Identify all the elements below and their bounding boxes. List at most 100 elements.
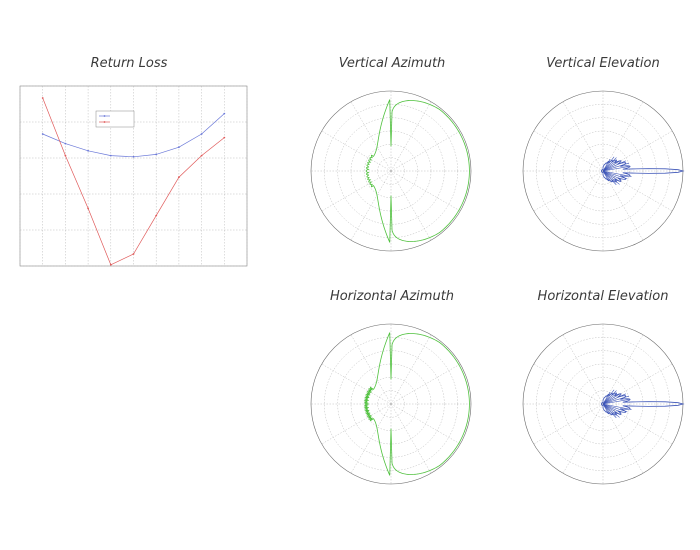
- polar-spoke: [350, 101, 392, 172]
- sidelobe-spike: [602, 403, 620, 418]
- polar-spoke: [321, 170, 392, 212]
- sidelobe-spike: [602, 160, 617, 172]
- sidelobe-spike: [602, 170, 622, 180]
- sidelobe-spike: [602, 390, 617, 405]
- data-point-port1: [223, 112, 226, 115]
- polar-spoke: [350, 334, 392, 405]
- pattern-trace: [601, 392, 685, 416]
- data-point-port1: [200, 133, 203, 135]
- polar-ring: [549, 117, 657, 225]
- polar-spoke: [602, 170, 673, 212]
- polar-spoke: [321, 130, 392, 172]
- data-point-port2: [200, 154, 203, 157]
- data-point-port2: [155, 214, 158, 217]
- sidelobe-spike: [602, 393, 617, 405]
- sidelobe-spike: [602, 170, 621, 183]
- data-point-port1: [178, 146, 180, 149]
- sidelobe-spike: [602, 170, 628, 180]
- pattern-trace: [363, 332, 470, 476]
- polar-spoke: [602, 403, 644, 474]
- polar-spoke: [390, 130, 461, 172]
- horizontal-azimuth-title: Horizontal Azimuth: [329, 289, 455, 304]
- polar-spoke: [321, 363, 392, 405]
- sidelobe-spike: [602, 403, 622, 413]
- polar-spoke: [390, 101, 432, 172]
- polar-ring: [337, 117, 445, 225]
- sidelobe-spike: [602, 166, 630, 172]
- data-point-port2: [109, 263, 112, 266]
- polar-spoke: [533, 403, 604, 445]
- sidelobe-spike: [602, 403, 628, 413]
- polar-spoke: [562, 334, 604, 405]
- polar-spoke: [390, 334, 432, 405]
- polar-spoke: [533, 170, 604, 212]
- sidelobe-spike: [602, 403, 632, 410]
- data-point-port2: [132, 253, 135, 255]
- polar-spoke: [602, 170, 644, 241]
- data-point-port1: [64, 142, 67, 145]
- sidelobe-spike: [602, 160, 621, 172]
- polar-spoke: [321, 403, 392, 445]
- polar-spoke: [390, 403, 432, 474]
- polar-ring: [364, 144, 418, 198]
- polar-spoke: [350, 170, 392, 241]
- legend-marker: [103, 115, 106, 117]
- sidelobe-spike: [602, 158, 611, 172]
- legend-marker: [103, 121, 106, 123]
- polar-spoke: [562, 170, 604, 241]
- sidelobe-spike: [602, 403, 617, 418]
- sidelobe-spike: [602, 393, 621, 405]
- polar-ring: [364, 377, 418, 431]
- sidelobe-spike: [602, 170, 632, 177]
- sidelobe-spike: [602, 162, 630, 172]
- data-point-port2: [41, 97, 44, 99]
- data-point-port1: [41, 133, 44, 135]
- polar-spoke: [390, 363, 461, 405]
- polar-spoke: [390, 403, 461, 445]
- sidelobe-spike: [602, 403, 621, 416]
- polar-ring: [576, 144, 630, 198]
- data-point-port1: [109, 154, 112, 157]
- sidelobe-spike: [602, 389, 615, 405]
- data-point-port2: [64, 154, 67, 157]
- polar-spoke: [533, 130, 604, 172]
- data-point-port2: [223, 136, 226, 139]
- data-point-port2: [87, 207, 89, 210]
- horizontal-elevation-title: Horizontal Elevation: [537, 289, 669, 304]
- vertical-elevation-title: Vertical Elevation: [546, 56, 660, 71]
- sidelobe-spike: [602, 156, 615, 172]
- sidelobe-spike: [602, 170, 617, 185]
- sidelobe-spike: [602, 160, 626, 172]
- polar-ring: [310, 90, 472, 252]
- polar-ring: [337, 350, 445, 458]
- polar-ring: [310, 323, 472, 485]
- polar-spoke: [562, 403, 604, 474]
- data-point-port2: [178, 176, 180, 179]
- pattern-trace: [365, 99, 470, 243]
- sidelobe-spike: [602, 399, 630, 405]
- polar-spoke: [390, 170, 461, 212]
- sidelobe-spike: [602, 170, 620, 185]
- sidelobe-spike: [602, 395, 630, 405]
- data-point-port1: [132, 155, 135, 158]
- sidelobe-spike: [602, 393, 626, 405]
- sidelobe-spike: [602, 391, 611, 405]
- polar-spoke: [602, 403, 673, 445]
- vertical-azimuth-title: Vertical Azimuth: [338, 56, 446, 71]
- legend-box: [95, 110, 135, 128]
- polar-spoke: [350, 403, 392, 474]
- data-point-port1: [155, 153, 158, 156]
- return-loss-title: Return Loss: [90, 56, 168, 71]
- polar-spoke: [533, 363, 604, 405]
- polar-ring: [576, 377, 630, 431]
- polar-spoke: [562, 101, 604, 172]
- pattern-trace: [601, 159, 685, 183]
- polar-spoke: [390, 170, 432, 241]
- polar-ring: [549, 350, 657, 458]
- sidelobe-spike: [602, 157, 617, 172]
